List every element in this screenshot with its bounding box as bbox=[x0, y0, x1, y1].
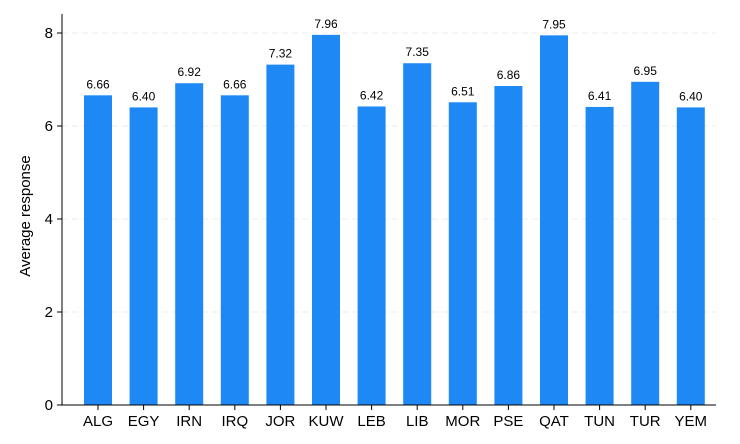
bar-tun bbox=[585, 106, 614, 405]
bar-irq bbox=[220, 95, 249, 405]
bar-value-label: 6.41 bbox=[588, 89, 612, 103]
y-tick-label: 2 bbox=[45, 304, 53, 321]
bar-pse bbox=[494, 86, 523, 405]
bar-value-label: 6.66 bbox=[86, 77, 110, 91]
bar-lib bbox=[403, 63, 432, 405]
bar-value-label: 6.92 bbox=[178, 65, 202, 79]
bar-mor bbox=[448, 102, 477, 405]
bar-alg bbox=[84, 95, 112, 405]
y-axis-title: Average response bbox=[17, 155, 34, 276]
x-tick-label: EGY bbox=[128, 413, 160, 430]
x-tick-label: JOR bbox=[265, 413, 295, 430]
bar-qat bbox=[540, 35, 568, 405]
y-axis-ticks: 0 2 4 6 8 bbox=[45, 25, 62, 414]
x-axis-ticks: ALG EGY IRN IRQ JOR KUW LEB LIB MOR PSE QAT TUN TUR Y… bbox=[83, 405, 707, 430]
x-tick-label: KUW bbox=[309, 413, 345, 430]
gridlines bbox=[62, 32, 716, 313]
bar-yem bbox=[676, 107, 705, 406]
y-tick-label: 8 bbox=[45, 25, 53, 42]
bar-value-label: 7.32 bbox=[269, 47, 293, 61]
bar-value-label: 6.42 bbox=[360, 88, 384, 102]
bar-value-label: 6.66 bbox=[223, 77, 247, 91]
bar-value-label: 6.40 bbox=[132, 89, 156, 103]
bar-value-label: 7.96 bbox=[314, 17, 338, 31]
bar-tur bbox=[631, 81, 660, 405]
x-tick-label: LIB bbox=[406, 413, 429, 430]
bar-value-label: 7.95 bbox=[542, 17, 566, 31]
y-tick-label: 0 bbox=[45, 397, 53, 414]
bars bbox=[84, 34, 705, 406]
bar-jor bbox=[266, 64, 295, 406]
x-tick-label: IRN bbox=[176, 413, 202, 430]
bar-kuw bbox=[312, 34, 340, 406]
bar-value-label: 6.51 bbox=[451, 84, 475, 98]
bar-value-label: 7.35 bbox=[406, 45, 430, 59]
x-tick-label: TUN bbox=[584, 413, 615, 430]
y-tick-label: 4 bbox=[45, 211, 53, 228]
bar-value-label: 6.40 bbox=[679, 89, 703, 103]
x-tick-label: ALG bbox=[83, 413, 113, 430]
x-tick-label: MOR bbox=[445, 413, 480, 430]
bar-value-labels: 6.66 6.40 6.92 6.66 7.32 7.96 6.42 7.35 6.51 6.86… bbox=[86, 17, 702, 104]
y-tick-label: 6 bbox=[45, 118, 53, 135]
bar-value-label: 6.86 bbox=[497, 68, 521, 82]
bar-leb bbox=[357, 106, 386, 405]
x-tick-label: IRQ bbox=[221, 413, 248, 430]
x-tick-label: TUR bbox=[630, 413, 661, 430]
x-tick-label: LEB bbox=[357, 413, 385, 430]
bar-egy bbox=[129, 107, 158, 406]
x-tick-label: YEM bbox=[675, 413, 708, 430]
bar-irn bbox=[175, 83, 204, 405]
x-tick-label: PSE bbox=[493, 413, 523, 430]
x-tick-label: QAT bbox=[539, 413, 569, 430]
bar-value-label: 6.95 bbox=[634, 64, 658, 78]
